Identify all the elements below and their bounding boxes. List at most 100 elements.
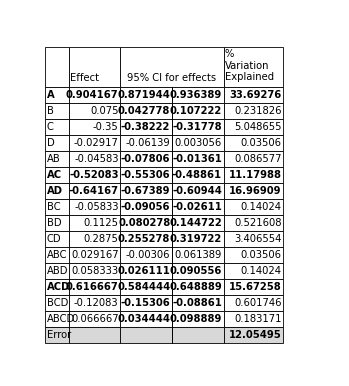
Text: 0.601746: 0.601746 [234, 298, 282, 308]
Text: 16.96909: 16.96909 [229, 186, 282, 196]
Text: 0.584444: 0.584444 [117, 282, 170, 292]
Bar [68, 119, 120, 135]
Bar [172, 119, 224, 135]
Text: 0.107222: 0.107222 [170, 106, 222, 116]
Bar [224, 215, 283, 231]
Text: BC: BC [47, 202, 60, 212]
Bar [224, 279, 283, 295]
Bar [172, 183, 224, 199]
Text: 95% CI for effects: 95% CI for effects [127, 73, 216, 83]
Bar [172, 231, 224, 247]
Text: 0.090556: 0.090556 [170, 266, 222, 276]
Text: %
Variation
Explained: % Variation Explained [225, 49, 274, 83]
Bar [120, 263, 172, 279]
Text: 0.066667: 0.066667 [71, 314, 119, 324]
Text: 0.098889: 0.098889 [170, 314, 222, 324]
Bar [224, 231, 283, 247]
Bar [68, 231, 120, 247]
Text: 0.183171: 0.183171 [234, 314, 282, 324]
Text: -0.02611: -0.02611 [172, 202, 222, 212]
Bar [172, 279, 224, 295]
Bar [120, 295, 172, 311]
Text: 0.058333: 0.058333 [72, 266, 119, 276]
Bar [120, 247, 172, 263]
Text: -0.06139: -0.06139 [126, 138, 170, 148]
Text: CD: CD [47, 234, 61, 244]
Text: ABD: ABD [47, 266, 68, 276]
Bar [172, 103, 224, 119]
Text: BCD: BCD [47, 298, 68, 308]
Bar [68, 103, 120, 119]
Bar [172, 215, 224, 231]
Bar [68, 167, 120, 183]
Text: 0.521608: 0.521608 [234, 218, 282, 228]
Text: 0.14024: 0.14024 [241, 266, 282, 276]
Text: -0.00306: -0.00306 [126, 250, 170, 260]
Text: -0.55306: -0.55306 [121, 170, 170, 180]
Bar [120, 103, 172, 119]
Text: 5.048655: 5.048655 [234, 122, 282, 132]
Bar [45, 199, 68, 215]
Text: AD: AD [47, 186, 63, 196]
Bar [224, 135, 283, 151]
Text: 0.003056: 0.003056 [175, 138, 222, 148]
Text: 15.67258: 15.67258 [229, 282, 282, 292]
Text: 0.616667: 0.616667 [66, 282, 119, 292]
Bar [224, 183, 283, 199]
Bar [45, 103, 68, 119]
Bar [120, 311, 172, 327]
Text: 0.03506: 0.03506 [241, 250, 282, 260]
Bar [68, 311, 120, 327]
Bar [172, 151, 224, 167]
Bar [172, 167, 224, 183]
Text: -0.67389: -0.67389 [121, 186, 170, 196]
Text: 0.319722: 0.319722 [170, 234, 222, 244]
Text: -0.64167: -0.64167 [69, 186, 119, 196]
Text: 11.17988: 11.17988 [229, 170, 282, 180]
Bar [68, 151, 120, 167]
Bar [45, 151, 68, 167]
Text: -0.35: -0.35 [93, 122, 119, 132]
Text: 0.075: 0.075 [90, 106, 119, 116]
Text: ACD: ACD [47, 282, 70, 292]
Text: 0.03506: 0.03506 [241, 138, 282, 148]
Text: -0.48861: -0.48861 [172, 170, 222, 180]
Bar [68, 327, 120, 343]
Text: 0.904167: 0.904167 [66, 90, 119, 100]
Text: 0.255278: 0.255278 [118, 234, 170, 244]
Bar [224, 87, 283, 103]
Text: -0.01361: -0.01361 [172, 154, 222, 164]
Bar [120, 167, 172, 183]
Bar [120, 231, 172, 247]
Bar [45, 47, 68, 87]
Text: -0.31778: -0.31778 [172, 122, 222, 132]
Bar [224, 311, 283, 327]
Bar [120, 199, 172, 215]
Bar [172, 327, 224, 343]
Text: -0.52083: -0.52083 [69, 170, 119, 180]
Bar [172, 247, 224, 263]
Bar [45, 135, 68, 151]
Bar [68, 247, 120, 263]
Text: 12.05495: 12.05495 [229, 330, 282, 340]
Bar [68, 199, 120, 215]
Bar [172, 87, 224, 103]
Bar [45, 119, 68, 135]
Bar [120, 151, 172, 167]
Text: -0.12083: -0.12083 [74, 298, 119, 308]
Text: 0.061389: 0.061389 [174, 250, 222, 260]
Bar [172, 263, 224, 279]
Bar [45, 295, 68, 311]
Bar [224, 119, 283, 135]
Bar [45, 247, 68, 263]
Text: ABC: ABC [47, 250, 67, 260]
Bar [45, 87, 68, 103]
Bar [45, 215, 68, 231]
Bar [224, 295, 283, 311]
Text: 0.231826: 0.231826 [234, 106, 282, 116]
Bar [68, 215, 120, 231]
Text: 0.034444: 0.034444 [117, 314, 170, 324]
Bar [45, 311, 68, 327]
Bar [224, 199, 283, 215]
Bar [172, 135, 224, 151]
